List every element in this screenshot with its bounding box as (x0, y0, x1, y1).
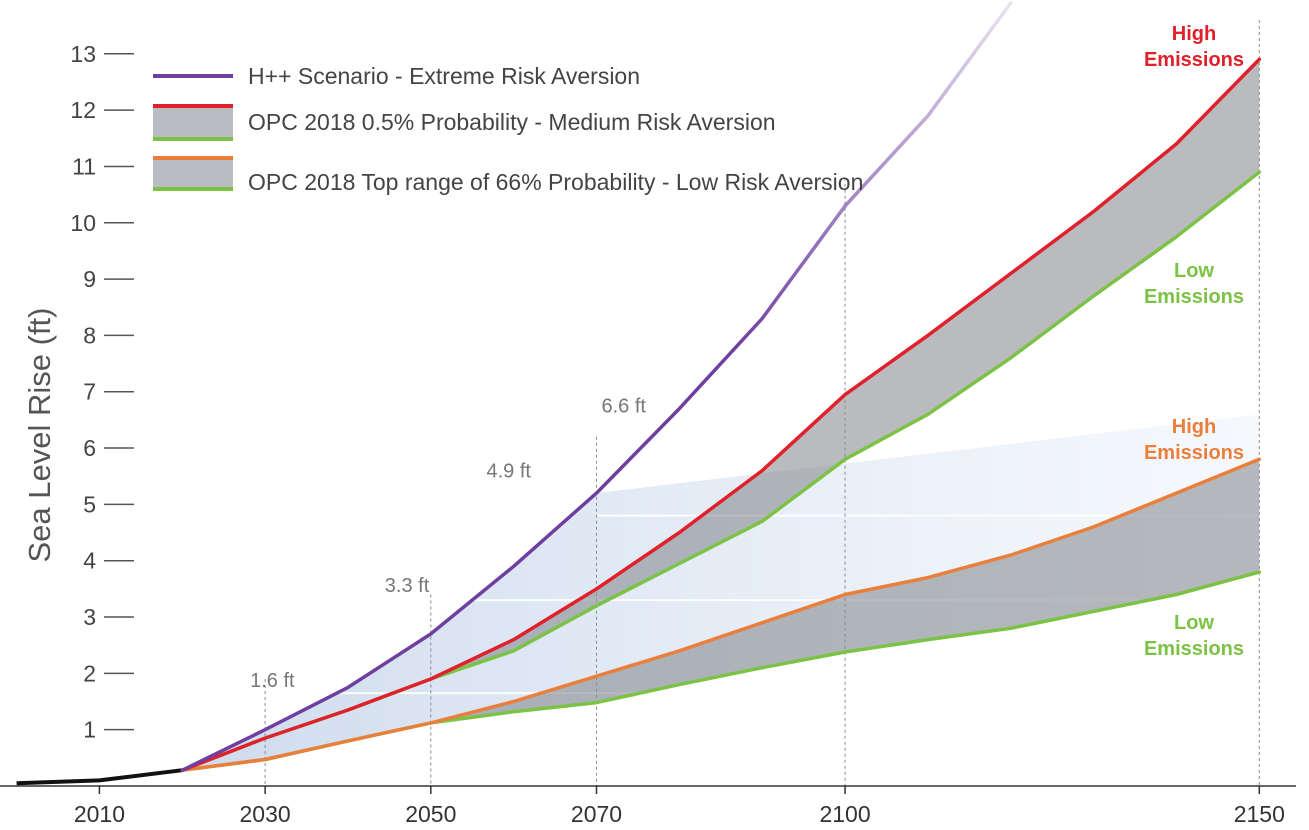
probability-bands (182, 59, 1260, 771)
emissions-annotation-line: Emissions (1144, 442, 1244, 464)
threshold-label: 6.6 ft (602, 395, 647, 417)
y-tick-label: 5 (83, 491, 96, 517)
legend-label-hpp: H++ Scenario - Extreme Risk Aversion (248, 63, 640, 89)
legend-item-medium: OPC 2018 0.5% Probability - Medium Risk … (153, 104, 776, 141)
y-tick-label: 1 (83, 717, 96, 743)
reference-lines (264, 20, 1260, 786)
x-tick-label: 2150 (1234, 801, 1285, 827)
emissions-annotation-line: Emissions (1144, 286, 1244, 308)
legend-label-medium: OPC 2018 0.5% Probability - Medium Risk … (248, 109, 776, 135)
historical-line (16, 768, 183, 786)
low-risk-band (182, 459, 1260, 771)
threshold-label: 4.9 ft (487, 461, 532, 483)
y-tick-label: 4 (83, 548, 96, 574)
emissions-annotation: Low Emissions (1144, 260, 1244, 308)
projection-envelope-area (182, 414, 1260, 771)
x-tick-label: 2050 (405, 801, 456, 827)
y-tick-label: 2 (83, 660, 96, 686)
y-tick-label: 8 (83, 322, 96, 348)
x-tick-label: 2070 (571, 801, 622, 827)
legend-item-low: OPC 2018 Top range of 66% Probability - … (153, 156, 863, 195)
legend-label-low: OPC 2018 Top range of 66% Probability - … (248, 169, 863, 195)
y-tick-label: 3 (83, 604, 96, 630)
threshold-label: 1.6 ft (250, 670, 295, 692)
series-line-low-high (180, 457, 1262, 772)
y-tick-label: 10 (70, 210, 96, 236)
threshold-labels: 1.6 ft 3.3 ft 4.9 ft 6.6 ft (250, 395, 646, 692)
x-tick-label: 2100 (819, 801, 870, 827)
emissions-annotation-line: High (1172, 23, 1216, 45)
y-tick-label: 6 (83, 435, 96, 461)
y-axis-label: Sea Level Rise (ft) (22, 308, 57, 563)
y-tick-label: 11 (72, 153, 96, 179)
x-tick-label: 2010 (74, 801, 125, 827)
y-tick-label: 7 (83, 379, 96, 405)
emissions-annotation: High Emissions (1144, 416, 1244, 464)
emissions-annotation-line: Low (1174, 612, 1214, 634)
emissions-annotation-line: Emissions (1144, 638, 1244, 660)
y-tick-label: 13 (70, 41, 96, 67)
legend-swatch-low-fill (153, 158, 233, 189)
y-tick-label: 12 (70, 97, 96, 123)
series-line-hpp (180, 1, 1013, 772)
series-lines (16, 1, 1262, 786)
series-line-med-high (180, 57, 1262, 772)
legend: H++ Scenario - Extreme Risk Aversion OPC… (153, 63, 863, 195)
legend-item-hpp: H++ Scenario - Extreme Risk Aversion (153, 63, 640, 89)
x-tick-label: 2030 (240, 801, 291, 827)
emissions-annotation: Low Emissions (1144, 612, 1244, 660)
y-tick-label: 9 (83, 266, 96, 292)
threshold-label: 3.3 ft (385, 575, 430, 597)
emissions-annotation-line: Emissions (1144, 49, 1244, 71)
emissions-annotation: High Emissions (1144, 23, 1244, 71)
emissions-annotation-line: High (1172, 416, 1216, 438)
emissions-annotation-line: Low (1174, 260, 1214, 282)
legend-swatch-medium-fill (153, 106, 233, 139)
